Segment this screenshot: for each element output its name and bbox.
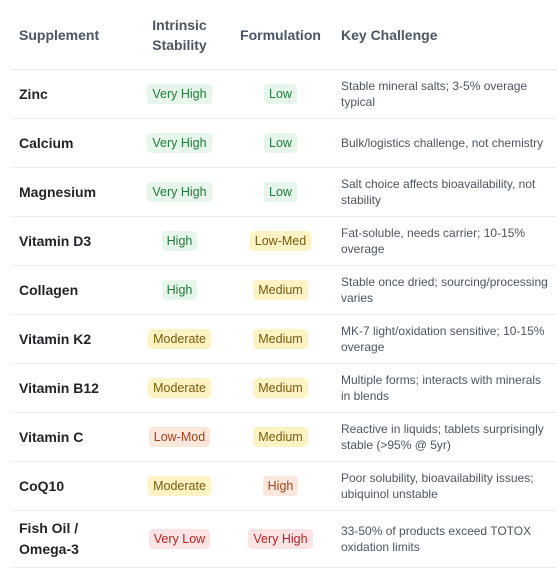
stability-cell: Very High xyxy=(131,69,228,119)
table-row: Magnesium Very High Low Salt choice affects… xyxy=(11,167,557,217)
formulation-cell: Low xyxy=(228,118,333,168)
stability-badge: Very High xyxy=(147,84,212,104)
formulation-cell: Low xyxy=(228,167,333,217)
key-challenge: MK-7 light/oxidation sensitive; 10-15% o… xyxy=(333,314,557,364)
formulation-cell: Low-Med xyxy=(228,216,333,266)
formulation-badge: Low-Med xyxy=(249,231,312,251)
header-stability: Intrinsic Stability xyxy=(131,0,228,70)
supplement-table: Supplement Intrinsic Stability Formulati… xyxy=(11,0,557,568)
table-body: Zinc Very High Low Stable mineral salts; 3-… xyxy=(11,69,557,568)
formulation-cell: Medium xyxy=(228,412,333,462)
table-row: CoQ10 Moderate High Poor solubility, bioava… xyxy=(11,461,557,511)
table-row: Vitamin D3 High Low-Med Fat-soluble, needs … xyxy=(11,216,557,266)
formulation-cell: Medium xyxy=(228,265,333,315)
table-row: Vitamin C Low-Mod Medium Reactive in liquid… xyxy=(11,412,557,462)
formulation-badge: Very High xyxy=(248,529,313,549)
stability-badge: Very High xyxy=(147,133,212,153)
key-challenge: Stable once dried; sourcing/processing v… xyxy=(333,265,557,315)
stability-cell: Very High xyxy=(131,167,228,217)
supplement-name: Vitamin D3 xyxy=(11,216,131,266)
stability-cell: Very High xyxy=(131,118,228,168)
key-challenge: Poor solubility, bioavailability issues;… xyxy=(333,461,557,511)
key-challenge: Bulk/logistics challenge, not chemistry xyxy=(333,118,557,168)
stability-cell: Moderate xyxy=(131,314,228,364)
table-row: Vitamin K2 Moderate Medium MK-7 light/oxida… xyxy=(11,314,557,364)
table-header: Supplement Intrinsic Stability Formulati… xyxy=(11,0,557,70)
header-challenge: Key Challenge xyxy=(333,0,557,70)
formulation-badge: Medium xyxy=(253,427,308,447)
formulation-badge: Low xyxy=(264,182,297,202)
formulation-badge: Low xyxy=(264,133,297,153)
stability-badge: Moderate xyxy=(148,476,211,496)
supplement-name: Vitamin B12 xyxy=(11,363,131,413)
supplement-name: Vitamin K2 xyxy=(11,314,131,364)
table-row: Collagen High Medium Stable once dried; sou… xyxy=(11,265,557,315)
header-row: Supplement Intrinsic Stability Formulati… xyxy=(11,0,557,70)
header-supplement: Supplement xyxy=(11,0,131,70)
supplement-name: Zinc xyxy=(11,69,131,119)
stability-cell: High xyxy=(131,265,228,315)
stability-badge: Low-Mod xyxy=(148,427,211,447)
supplement-name: Vitamin C xyxy=(11,412,131,462)
key-challenge: Fat-soluble, needs carrier; 10-15% overa… xyxy=(333,216,557,266)
formulation-cell: Low xyxy=(228,69,333,119)
table-row: Calcium Very High Low Bulk/logistics challe… xyxy=(11,118,557,168)
formulation-badge: Medium xyxy=(253,280,308,300)
key-challenge: Salt choice affects bioavailability, not… xyxy=(333,167,557,217)
header-formulation: Formulation xyxy=(228,0,333,70)
supplement-name: Fish Oil / Omega-3 xyxy=(11,510,131,568)
formulation-cell: High xyxy=(228,461,333,511)
stability-cell: High xyxy=(131,216,228,266)
stability-badge: High xyxy=(161,280,198,300)
stability-cell: Low-Mod xyxy=(131,412,228,462)
table-row: Zinc Very High Low Stable mineral salts; 3-… xyxy=(11,69,557,119)
table-row: Fish Oil / Omega-3 Very Low Very High 33-50… xyxy=(11,510,557,568)
stability-cell: Moderate xyxy=(131,461,228,511)
stability-badge: Moderate xyxy=(148,329,211,349)
formulation-cell: Very High xyxy=(228,510,333,568)
stability-cell: Very Low xyxy=(131,510,228,568)
formulation-badge: Medium xyxy=(253,378,308,398)
stability-badge: Moderate xyxy=(148,378,211,398)
formulation-badge: High xyxy=(262,476,299,496)
stability-badge: Very High xyxy=(147,182,212,202)
supplement-name: Collagen xyxy=(11,265,131,315)
key-challenge: Multiple forms; interacts with minerals … xyxy=(333,363,557,413)
stability-cell: Moderate xyxy=(131,363,228,413)
formulation-cell: Medium xyxy=(228,314,333,364)
key-challenge: Stable mineral salts; 3-5% overage typic… xyxy=(333,69,557,119)
formulation-cell: Medium xyxy=(228,363,333,413)
supplement-name: Magnesium xyxy=(11,167,131,217)
formulation-badge: Low xyxy=(264,84,297,104)
table-row: Vitamin B12 Moderate Medium Multiple forms;… xyxy=(11,363,557,413)
supplement-name: CoQ10 xyxy=(11,461,131,511)
formulation-badge: Medium xyxy=(253,329,308,349)
stability-badge: Very Low xyxy=(148,529,211,549)
supplement-name: Calcium xyxy=(11,118,131,168)
stability-badge: High xyxy=(161,231,198,251)
key-challenge: Reactive in liquids; tablets surprisingl… xyxy=(333,412,557,462)
key-challenge: 33-50% of products exceed TOTOX oxidatio… xyxy=(333,510,557,568)
